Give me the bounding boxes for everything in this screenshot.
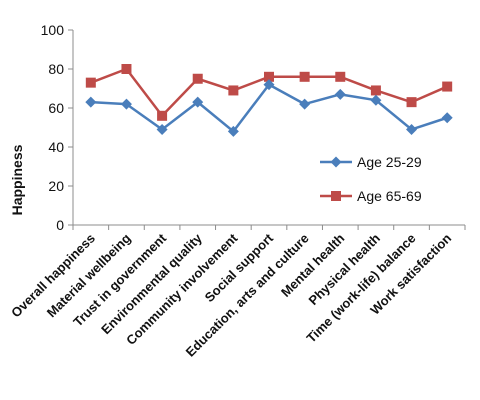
- data-point: [442, 81, 453, 92]
- y-tick-label: 40: [48, 139, 64, 155]
- data-point: [263, 79, 275, 91]
- legend-swatch-marker: [331, 191, 341, 201]
- legend-item: Age 65-69: [320, 188, 422, 204]
- data-point: [192, 73, 203, 84]
- legend-label: Age 65-69: [357, 188, 422, 204]
- data-point: [370, 94, 382, 106]
- series-age-25-29: [85, 79, 453, 137]
- data-point: [406, 97, 417, 108]
- data-point: [121, 64, 132, 74]
- data-point: [157, 110, 168, 121]
- data-point: [334, 88, 346, 100]
- y-tick-label: 80: [48, 61, 64, 77]
- data-point: [120, 98, 132, 110]
- data-point: [370, 85, 381, 96]
- legend-item: Age 25-29: [320, 154, 422, 170]
- data-point: [299, 98, 311, 110]
- legend: Age 25-29 Age 65-69: [320, 154, 422, 204]
- data-point: [299, 71, 310, 82]
- data-point: [441, 112, 453, 124]
- data-point: [406, 123, 418, 135]
- data-point: [335, 71, 346, 82]
- y-tick-label: 100: [41, 22, 65, 38]
- y-tick-labels: 0 20 40 60 80 100: [41, 22, 65, 233]
- legend-swatch-marker: [330, 156, 342, 168]
- y-tick-label: 0: [56, 217, 64, 233]
- data-point: [228, 85, 239, 96]
- legend-label: Age 25-29: [357, 154, 422, 170]
- data-point: [227, 125, 239, 137]
- data-point: [85, 77, 96, 88]
- y-axis-title: Happiness: [9, 144, 25, 215]
- y-tick-label: 20: [48, 178, 64, 194]
- chart-axes: [68, 29, 466, 230]
- series-group: [85, 64, 453, 137]
- y-tick-label: 60: [48, 100, 64, 116]
- data-point: [85, 96, 97, 108]
- data-point: [156, 123, 168, 135]
- data-point: [192, 96, 204, 108]
- data-point: [264, 71, 274, 82]
- series-age-65-69: [85, 64, 453, 121]
